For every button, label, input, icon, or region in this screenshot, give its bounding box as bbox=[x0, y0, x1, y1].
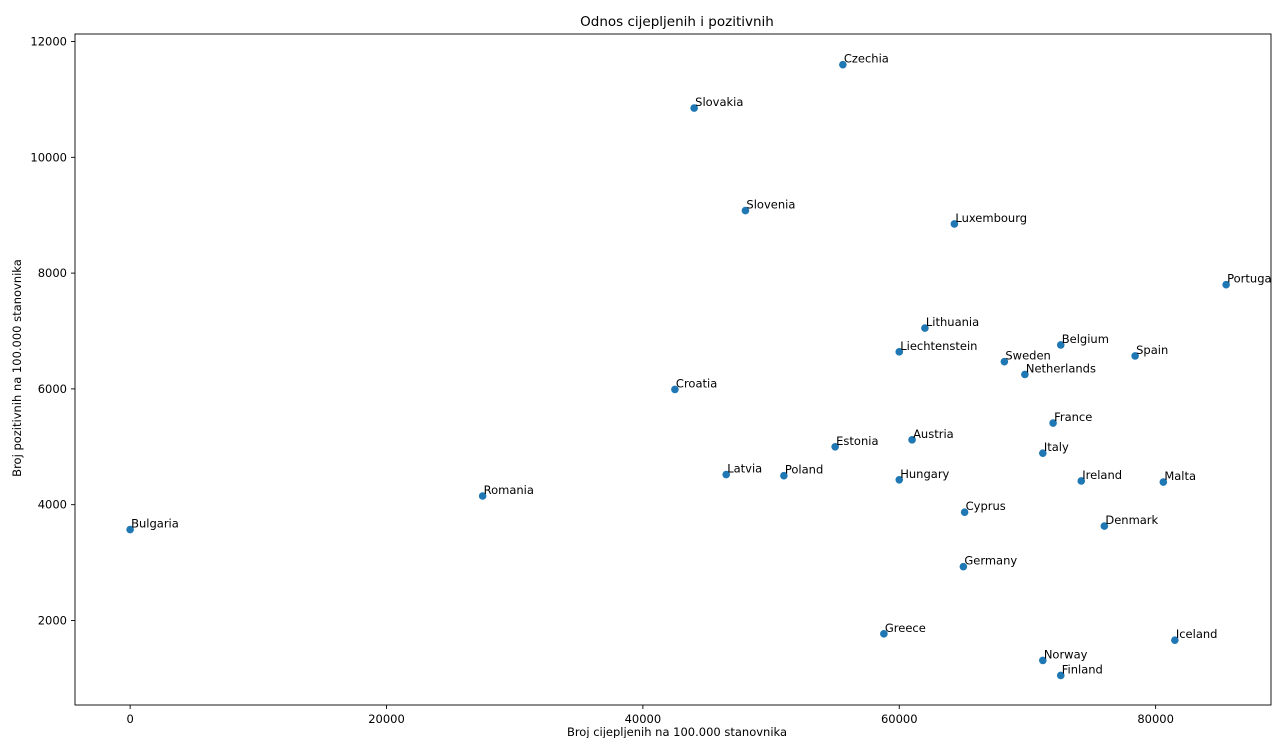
plot-frame bbox=[74, 33, 1272, 706]
data-point bbox=[908, 436, 916, 444]
data-point bbox=[1039, 449, 1047, 457]
data-point-label: Italy bbox=[1044, 440, 1069, 454]
data-point-label: Portuga bbox=[1227, 272, 1271, 286]
data-point bbox=[950, 220, 959, 228]
data-point-label: Poland bbox=[785, 463, 823, 477]
data-point-label: Denmark bbox=[1105, 513, 1158, 527]
data-point-label: Ireland bbox=[1082, 468, 1122, 482]
data-point bbox=[880, 629, 888, 638]
data-point bbox=[1222, 280, 1230, 289]
data-point bbox=[722, 470, 730, 479]
data-point-label: Czechia bbox=[844, 52, 889, 66]
y-tick-label: 12000 bbox=[30, 35, 67, 49]
data-point-label: Germany bbox=[964, 554, 1017, 568]
data-point bbox=[1056, 671, 1065, 680]
data-point bbox=[1000, 357, 1009, 366]
data-point bbox=[1049, 419, 1057, 427]
y-tick-label: 10000 bbox=[30, 150, 67, 164]
data-point bbox=[1021, 370, 1029, 379]
data-point bbox=[1171, 636, 1179, 644]
x-tick-label: 80000 bbox=[1137, 712, 1174, 726]
data-point-label: Latvia bbox=[727, 462, 762, 476]
data-point bbox=[895, 348, 904, 356]
data-point bbox=[690, 104, 698, 112]
data-point bbox=[1159, 478, 1168, 486]
data-point-label: Cyprus bbox=[966, 499, 1006, 513]
data-point bbox=[839, 60, 847, 69]
data-point-label: Austria bbox=[913, 427, 954, 441]
data-point bbox=[671, 385, 679, 394]
data-point bbox=[126, 525, 134, 534]
data-point-label: Slovenia bbox=[746, 198, 795, 212]
data-point-label: France bbox=[1054, 410, 1092, 424]
data-point-label: Netherlands bbox=[1026, 361, 1096, 375]
data-point bbox=[741, 206, 750, 215]
x-axis-label: Broj cijepljenih na 100.000 stanovnika bbox=[567, 725, 787, 738]
data-point-label: Luxembourg bbox=[955, 211, 1027, 225]
y-tick-label: 2000 bbox=[38, 613, 67, 627]
x-tick-label: 0 bbox=[126, 712, 133, 726]
data-point-label: Croatia bbox=[676, 376, 717, 390]
data-point-label: Malta bbox=[1164, 469, 1196, 483]
data-point-label: Norway bbox=[1044, 647, 1088, 661]
x-tick-label: 60000 bbox=[881, 712, 918, 726]
data-point bbox=[895, 475, 904, 484]
data-point bbox=[780, 471, 788, 480]
y-axis-label: Broj pozitivnih na 100.000 stanovnika bbox=[10, 259, 24, 477]
data-point bbox=[1056, 341, 1065, 349]
y-tick-label: 8000 bbox=[38, 266, 67, 280]
x-tick-label: 20000 bbox=[368, 712, 405, 726]
data-point bbox=[1100, 522, 1109, 530]
data-point-label: Slovakia bbox=[695, 95, 743, 109]
data-point-label: Hungary bbox=[900, 467, 949, 481]
data-point-label: Lithuania bbox=[926, 315, 979, 329]
y-tick-label: 6000 bbox=[38, 382, 67, 396]
data-point-label: Estonia bbox=[836, 434, 878, 448]
data-point bbox=[921, 324, 929, 332]
data-point bbox=[959, 562, 968, 571]
data-point-label: Liechtenstein bbox=[900, 339, 977, 353]
data-point-label: Finland bbox=[1062, 662, 1103, 676]
data-point-label: Romania bbox=[484, 483, 534, 497]
data-point bbox=[831, 442, 839, 451]
data-point bbox=[478, 492, 487, 500]
x-tick-label: 40000 bbox=[625, 712, 662, 726]
chart-title: Odnos cijepljenih i pozitivnih bbox=[580, 14, 774, 30]
data-point-label: Spain bbox=[1136, 343, 1168, 357]
data-point-label: Iceland bbox=[1176, 627, 1218, 641]
data-point bbox=[1131, 352, 1139, 360]
data-point bbox=[1077, 477, 1086, 485]
data-point-label: Bulgaria bbox=[131, 517, 179, 531]
y-tick-label: 4000 bbox=[38, 498, 67, 512]
data-point bbox=[1039, 656, 1047, 665]
data-point bbox=[960, 508, 969, 517]
plot-area: 0 20000 40000 60000 80000 2000 4000 6000 8000 100… bbox=[30, 33, 1272, 726]
data-point-label: Greece bbox=[885, 621, 926, 635]
data-point-label: Belgium bbox=[1062, 332, 1109, 346]
data-point-label: Sweden bbox=[1005, 349, 1050, 363]
